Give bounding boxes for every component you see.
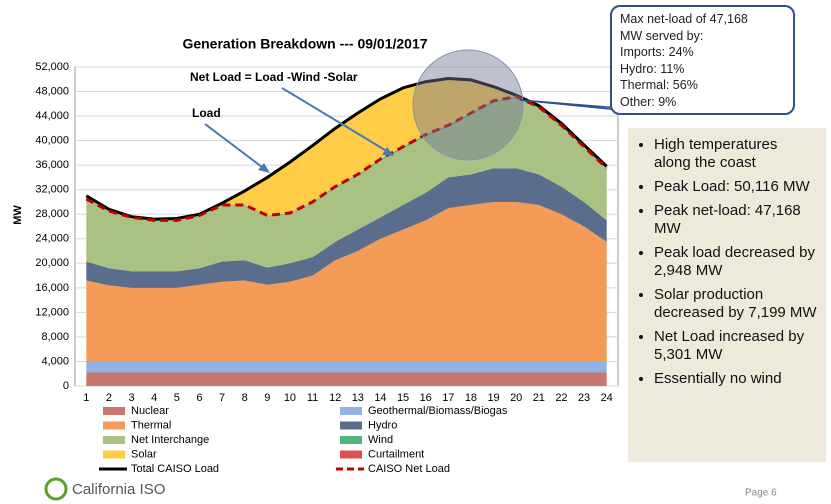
y-tick-label: 24,000 [35, 233, 69, 245]
page-number: Page 6 [745, 488, 777, 499]
bullet: Peak load decreased by 2,948 MW [654, 244, 818, 280]
annotation: Net Load = Load -Wind -Solar [190, 70, 358, 84]
x-tick-label: 15 [397, 392, 409, 404]
logo-icon [44, 477, 68, 501]
arrow-head [258, 163, 270, 173]
legend-label: Thermal [131, 419, 171, 431]
callout-line: MW served by: [620, 28, 704, 43]
callout-line: Other: 9% [620, 94, 677, 109]
area [86, 372, 607, 386]
bullet: Essentially no wind [654, 370, 818, 388]
legend-label: Nuclear [131, 405, 169, 417]
x-tick-label: 11 [307, 392, 318, 404]
y-tick-label: 40,000 [35, 135, 69, 147]
y-tick-label: 0 [63, 380, 69, 392]
bullet: Peak Load: 50,116 MW [654, 178, 818, 196]
y-tick-label: 52,000 [35, 61, 69, 73]
y-tick-label: 4,000 [41, 355, 69, 367]
area [86, 78, 607, 221]
y-tick-label: 12,000 [35, 306, 69, 318]
x-tick-label: 6 [196, 392, 202, 404]
legend-label: Solar [131, 448, 157, 460]
legend-swatch [340, 407, 362, 415]
x-tick-label: 18 [465, 392, 477, 404]
legend-swatch [340, 450, 362, 459]
x-tick-label: 16 [420, 392, 432, 404]
y-axis-label: MW [12, 205, 24, 225]
legend-label: Wind [368, 434, 393, 446]
bullet: Solar production decreased by 7,199 MW [654, 286, 818, 322]
highlight-circle [412, 49, 524, 161]
area [86, 98, 607, 272]
bullet-panel: High temperatures along the coast Peak Lo… [628, 128, 826, 462]
x-tick-label: 21 [533, 392, 545, 404]
legend-swatch [103, 450, 125, 459]
callout-line: Imports: 24% [620, 45, 694, 59]
legend-swatch [340, 436, 362, 444]
x-tick-label: 10 [284, 392, 296, 404]
legend-label: Total CAISO Load [131, 463, 219, 475]
bullet: High temperatures along the coast [654, 136, 818, 172]
x-tick-label: 22 [555, 392, 567, 404]
area [86, 361, 607, 373]
legend-swatch [340, 421, 362, 430]
y-tick-label: 32,000 [35, 184, 69, 196]
y-tick-label: 8,000 [41, 331, 69, 343]
legend-label: Geothermal/Biomass/Biogas [368, 405, 508, 417]
x-tick-label: 24 [601, 392, 613, 404]
x-tick-label: 13 [352, 392, 364, 404]
y-tick-label: 48,000 [35, 85, 69, 97]
callout-line: Max net-load of 47,168 [620, 12, 748, 26]
area [86, 201, 607, 362]
x-tick-label: 4 [151, 392, 157, 404]
callout-box: Max net-load of 47,168 MW served by: Impor… [610, 5, 795, 115]
x-tick-label: 14 [374, 392, 386, 404]
y-tick-label: 20,000 [35, 257, 69, 269]
arrow-head [382, 147, 394, 156]
load-line [85, 95, 608, 222]
chart-title: Generation Breakdown --- 09/01/2017 [182, 36, 427, 52]
bullet: Net Load increased by 5,301 MW [654, 328, 818, 364]
y-tick-label: 36,000 [35, 159, 69, 171]
legend-swatch [103, 421, 125, 430]
callout-line: Hydro: 11% [620, 61, 685, 76]
x-tick-label: 9 [264, 392, 270, 404]
y-tick-label: 16,000 [35, 282, 69, 294]
annotation-arrow [204, 123, 267, 171]
legend-swatch [103, 407, 125, 415]
y-tick-label: 44,000 [35, 110, 69, 122]
x-tick-label: 2 [106, 392, 112, 404]
x-tick-label: 5 [174, 392, 180, 404]
x-tick-label: 17 [442, 392, 454, 404]
annotation: Load [192, 106, 221, 120]
legend-swatch [103, 436, 125, 444]
x-tick-label: 8 [242, 392, 248, 404]
x-tick-label: 19 [487, 392, 499, 404]
legend-label: Net Interchange [131, 434, 209, 446]
bullet-list: High temperatures along the coast Peak Lo… [638, 136, 818, 388]
x-tick-label: 1 [83, 392, 89, 404]
x-tick-label: 7 [219, 392, 225, 404]
x-tick-label: 12 [329, 392, 341, 404]
callout-line: Thermal: 56% [620, 78, 698, 92]
area [86, 168, 607, 288]
x-tick-label: 23 [578, 392, 590, 404]
annotation-arrow [281, 87, 391, 154]
legend-label: Curtailment [368, 448, 424, 460]
y-tick-label: 28,000 [35, 208, 69, 220]
x-tick-label: 20 [510, 392, 522, 404]
legend-label: CAISO Net Load [368, 463, 450, 475]
bullet: Peak net-load: 47,168 MW [654, 202, 818, 238]
x-tick-label: 3 [129, 392, 135, 404]
logo-text: California ISO [72, 481, 165, 498]
legend-label: Hydro [368, 419, 397, 431]
